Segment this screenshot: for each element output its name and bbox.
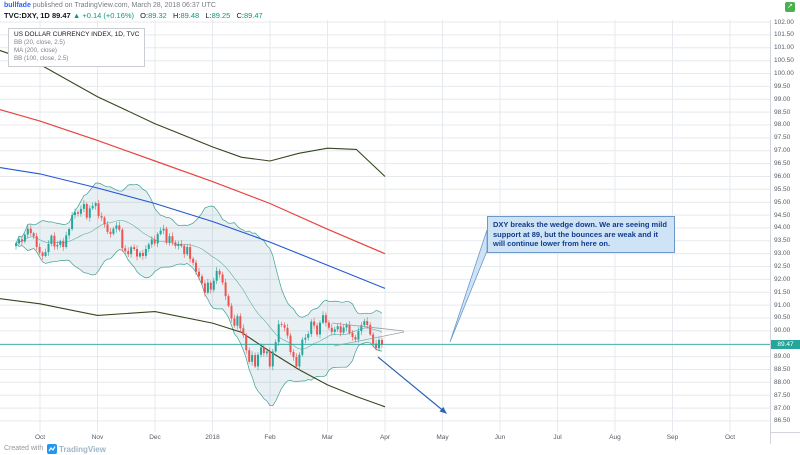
y-axis-label: 94.00	[774, 224, 791, 232]
high-value: 89.48	[180, 11, 200, 20]
candles	[15, 199, 383, 371]
y-axis-label: 97.50	[774, 134, 791, 142]
x-axis-label: May	[436, 434, 449, 441]
bb100-basis-line	[0, 166, 386, 289]
y-axis-label: 95.00	[774, 198, 791, 206]
chart-legend: US DOLLAR CURRENCY INDEX, 1D, TVC BB (20…	[8, 28, 146, 67]
trend-arrow[interactable]	[377, 356, 447, 414]
y-axis-label: 96.50	[774, 160, 791, 168]
close-value: 89.47	[243, 11, 263, 20]
y-axis-label: 90.00	[774, 327, 791, 335]
x-axis-label: 2018	[205, 434, 220, 441]
x-axis-label: Feb	[264, 434, 276, 441]
x-axis-label: Aug	[609, 434, 621, 441]
y-axis-label: 90.50	[774, 314, 791, 322]
last-price-tag: 89.47	[771, 340, 800, 349]
change-value: +0.14 (+0.16%)	[82, 11, 135, 20]
y-axis-label: 97.00	[774, 147, 791, 155]
y-axis-label: 94.50	[774, 211, 791, 219]
x-axis-label: Nov	[91, 434, 104, 441]
y-axis-label: 93.00	[774, 250, 791, 258]
y-axis-label: 87.00	[774, 404, 791, 412]
publish-info-text: published on TradingView.com, March 28, …	[32, 2, 216, 9]
publish-info: bullfade published on TradingView.com, M…	[4, 2, 216, 9]
close-label: C:	[236, 11, 244, 20]
symbol-label[interactable]: TVC:DXY, 1D	[4, 11, 50, 20]
x-axis-label: Dec	[149, 434, 161, 441]
time-scale[interactable]: Oct Nov Dec 2018 Feb Mar Apr May Jun Jul Aug Sep Oct	[0, 432, 770, 444]
legend-symbol-title[interactable]: US DOLLAR CURRENCY INDEX, 1D, TVC	[14, 31, 140, 38]
y-axis-label: 98.50	[774, 108, 791, 116]
chart-area: US DOLLAR CURRENCY INDEX, 1D, TVC BB (20…	[0, 18, 800, 444]
y-axis-label: 101.50	[774, 31, 794, 39]
x-axis-label: Jun	[494, 434, 506, 441]
x-axis-label: Oct	[34, 434, 46, 441]
wedge-line[interactable]	[331, 322, 405, 332]
change-arrow-icon: ▲	[72, 11, 81, 20]
y-axis-label: 100.50	[774, 57, 794, 65]
y-axis-label: 96.00	[774, 172, 791, 180]
y-axis-label: 100.00	[774, 70, 794, 78]
y-axis-label: 92.50	[774, 263, 791, 271]
x-axis-label: Jul	[553, 434, 562, 441]
open-value: 89.32	[148, 11, 167, 20]
created-with-label: Created with	[4, 445, 44, 452]
y-axis-label: 99.50	[774, 82, 791, 90]
callout-pointer[interactable]	[449, 229, 488, 343]
x-axis-label: Sep	[666, 434, 679, 441]
x-axis-label: Apr	[379, 434, 391, 441]
y-axis-label: 101.00	[774, 44, 794, 52]
y-axis-label: 98.00	[774, 121, 791, 129]
price-scale[interactable]: 89.47 102.00 101.50 101.00 100.50 100.00 99.5…	[770, 18, 800, 444]
bb20-basis-line	[15, 220, 383, 350]
y-axis-label: 88.50	[774, 365, 791, 373]
bb100-lower-line	[0, 298, 386, 408]
last-price-value: 89.47	[51, 11, 71, 20]
footer: Created with TradingView	[0, 444, 800, 455]
bb100-upper-line	[0, 49, 386, 177]
publisher-link[interactable]: bullfade	[4, 2, 31, 9]
y-axis-label: 95.50	[774, 185, 791, 193]
tradingview-brand-link[interactable]: TradingView	[59, 445, 106, 454]
y-axis-label: 86.50	[774, 417, 791, 425]
legend-indicator-bb20[interactable]: BB (20, close, 2.5)	[14, 39, 65, 46]
y-axis-label: 102.00	[774, 18, 794, 26]
legend-indicator-bb100[interactable]: BB (100, close, 2.5)	[14, 55, 69, 62]
annotation-callout[interactable]: DXY breaks the wedge down. We are seeing…	[487, 216, 675, 253]
wedge-line[interactable]	[333, 331, 405, 347]
legend-indicator-ma200[interactable]: MA (200, close)	[14, 47, 57, 54]
y-axis-label: 89.00	[774, 353, 791, 361]
y-axis-label: 87.50	[774, 391, 791, 399]
snapshot-icon[interactable]: ↗	[785, 2, 795, 12]
y-axis-label: 93.50	[774, 237, 791, 245]
y-axis-label: 91.00	[774, 301, 791, 309]
x-axis-label: Oct	[724, 434, 736, 441]
y-axis-label: 91.50	[774, 288, 791, 296]
low-label: L:	[205, 11, 212, 20]
x-axis-label: Mar	[321, 434, 334, 441]
ma200-line	[0, 109, 386, 255]
y-axis-label: 99.00	[774, 95, 791, 103]
symbol-ohlc-bar: TVC:DXY, 1D 89.47 ▲ +0.14 (+0.16%) O:89.…	[4, 11, 263, 20]
price-chart-canvas[interactable]	[0, 20, 770, 432]
high-label: H:	[172, 11, 181, 20]
tradingview-logo-icon[interactable]	[47, 444, 57, 454]
low-value: 89.25	[211, 11, 231, 20]
open-label: O:	[140, 11, 149, 20]
y-axis-label: 88.00	[774, 378, 791, 386]
y-axis-label: 92.00	[774, 275, 791, 283]
